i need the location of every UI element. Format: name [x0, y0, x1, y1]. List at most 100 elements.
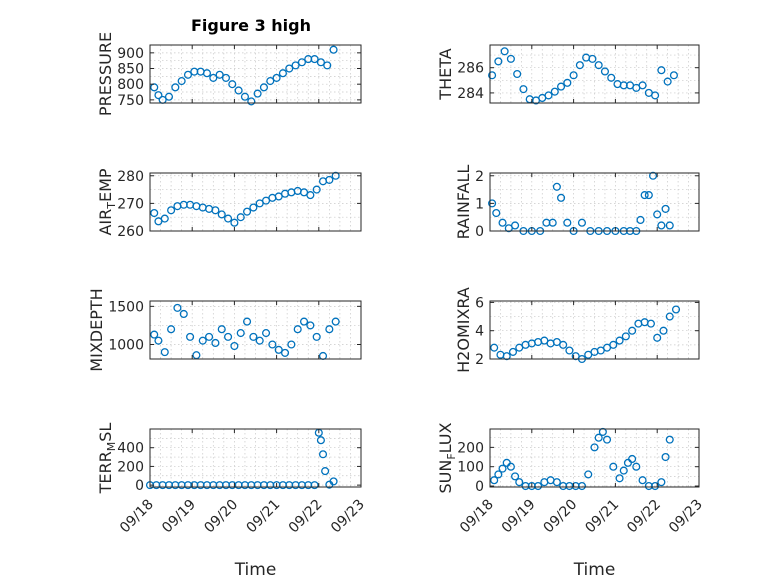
data-point: [310, 55, 319, 64]
data-point: [211, 206, 220, 215]
data-point: [515, 478, 524, 487]
data-point: [594, 433, 603, 442]
y-tick-label: 270: [117, 196, 144, 212]
data-point: [602, 435, 612, 444]
data-point: [240, 92, 250, 101]
data-point: [316, 58, 325, 67]
series: [490, 305, 681, 364]
y-axis-label: PRESSURE: [96, 32, 115, 116]
data-point: [217, 325, 226, 334]
data-point: [318, 450, 328, 459]
data-point: [511, 221, 520, 230]
data-point: [259, 83, 268, 92]
data-point: [323, 61, 332, 70]
x-tick-label: 09/20: [201, 497, 241, 537]
data-point: [236, 329, 245, 338]
data-point: [306, 191, 315, 200]
data-point: [565, 346, 574, 355]
data-point: [665, 312, 674, 321]
data-point: [502, 352, 511, 361]
data-point: [325, 175, 334, 184]
y-tick-label: 2: [475, 169, 484, 185]
data-point: [325, 325, 334, 334]
data-point: [299, 317, 309, 326]
data-point: [247, 97, 256, 106]
data-point: [575, 61, 584, 70]
x-tick-label: 09/21: [244, 497, 284, 537]
data-point: [291, 61, 300, 70]
data-point: [615, 336, 624, 345]
data-point: [657, 221, 666, 230]
data-point: [494, 57, 503, 66]
y-tick-label: 6: [475, 295, 484, 311]
data-point: [628, 326, 637, 335]
data-point: [600, 67, 609, 76]
data-point: [331, 317, 340, 326]
data-point: [607, 73, 616, 82]
data-point: [150, 330, 159, 339]
data-point: [215, 70, 224, 79]
grid: [489, 45, 700, 103]
data-point: [217, 210, 226, 219]
data-point: [659, 326, 668, 335]
data-point: [557, 82, 566, 91]
y-axis-label: AIRTEMP: [96, 168, 118, 235]
y-axis-label: MIXDEPTH: [87, 288, 106, 371]
data-point: [632, 462, 641, 471]
data-point: [663, 77, 672, 86]
data-point: [154, 91, 163, 100]
data-point: [297, 58, 306, 67]
x-tick-label: 09/20: [541, 497, 581, 537]
data-point: [657, 478, 666, 487]
data-point: [644, 191, 653, 200]
data-point: [563, 218, 572, 227]
data-point: [563, 78, 572, 87]
data-point: [224, 214, 233, 223]
data-point: [653, 333, 662, 342]
label-rest: SL: [96, 423, 115, 442]
grid: [149, 44, 362, 103]
data-point: [544, 91, 553, 100]
data-point: [167, 325, 176, 334]
data-point: [198, 336, 207, 345]
data-point: [243, 317, 252, 326]
label-subscript: T: [105, 202, 118, 210]
y-tick-label: 800: [117, 77, 144, 93]
data-point: [205, 332, 214, 341]
data-point: [221, 73, 231, 82]
data-point: [310, 481, 319, 490]
data-point: [154, 336, 163, 345]
data-point: [183, 70, 193, 79]
series: [150, 303, 340, 360]
data-point: [651, 91, 660, 100]
data-point: [636, 215, 645, 225]
data-point: [615, 474, 624, 483]
data-point: [588, 54, 597, 63]
data-point: [609, 340, 618, 349]
data-point: [494, 470, 503, 479]
x-tick-label: 09/21: [582, 497, 622, 537]
data-point: [209, 73, 218, 82]
data-point: [550, 87, 559, 96]
data-point: [268, 340, 277, 349]
data-point: [211, 338, 220, 348]
y-tick-label: 0: [135, 478, 144, 494]
y-tick-label: 1: [475, 196, 484, 212]
y-axis-label: THETA: [436, 48, 455, 100]
data-point: [621, 332, 630, 341]
data-point: [316, 436, 325, 445]
figure-title: Figure 3 high: [191, 16, 311, 35]
data-point: [619, 466, 628, 475]
data-point: [646, 319, 655, 328]
data-point: [648, 171, 658, 180]
data-point: [490, 343, 499, 352]
data-point: [280, 348, 290, 357]
y-tick-label: 400: [117, 441, 144, 457]
x-tick-label: 09/22: [286, 497, 326, 537]
